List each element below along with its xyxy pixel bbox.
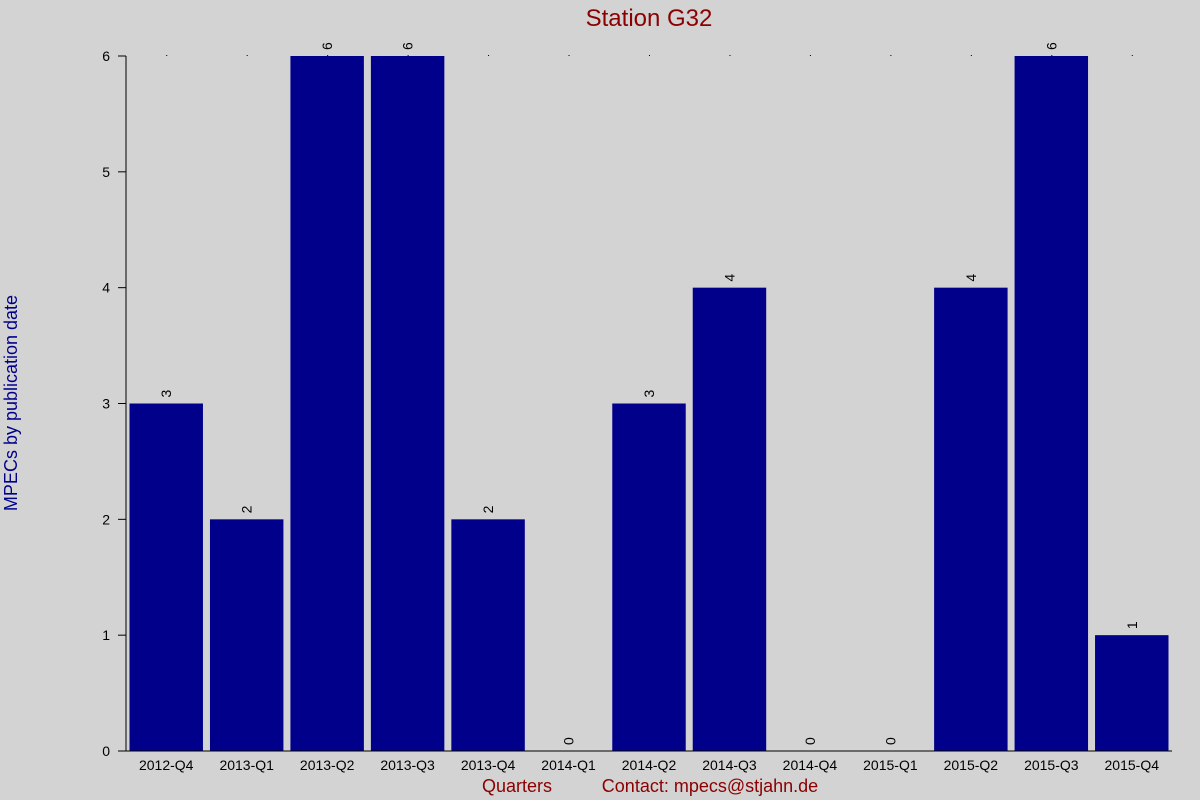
y-tick-label-4: 4 xyxy=(102,280,110,296)
value-label-2013-Q3: 6 xyxy=(400,42,416,50)
top-tick-2014-Q3 xyxy=(729,55,731,56)
top-tick-2013-Q4 xyxy=(488,55,490,56)
value-label-2015-Q3: 6 xyxy=(1043,42,1059,50)
y-tick-label-6: 6 xyxy=(102,48,110,64)
contact-text: Contact: mpecs@stjahn.de xyxy=(602,776,818,796)
top-tick-2014-Q1 xyxy=(568,55,570,56)
x-tick-label-2014-Q1: 2014-Q1 xyxy=(541,757,596,773)
x-tick-label-2013-Q3: 2013-Q3 xyxy=(380,757,435,773)
top-tick-2015-Q3 xyxy=(1051,55,1053,56)
x-tick-label-2014-Q2: 2014-Q2 xyxy=(622,757,677,773)
y-tick-label-5: 5 xyxy=(102,164,110,180)
top-tick-2013-Q2 xyxy=(327,55,329,56)
y-tick-label-1: 1 xyxy=(102,627,110,643)
bar-2015-Q2 xyxy=(934,287,1008,751)
x-tick-label-2013-Q1: 2013-Q1 xyxy=(219,757,274,773)
x-axis-label: Quarters xyxy=(482,776,552,796)
bar-2013-Q4 xyxy=(451,519,525,751)
x-tick-label-2012-Q4: 2012-Q4 xyxy=(139,757,194,773)
bars-group: 3 2 6 6 2 0 3 4 0 0 4 6 1 xyxy=(129,42,1169,751)
value-label-2014-Q3: 4 xyxy=(721,274,737,282)
bar-2013-Q3 xyxy=(370,56,445,751)
top-tick-2015-Q2 xyxy=(970,55,972,56)
bar-2014-Q2 xyxy=(612,403,686,751)
value-label-2014-Q4: 0 xyxy=(802,737,818,745)
x-tick-label-2015-Q3: 2015-Q3 xyxy=(1024,757,1079,773)
x-tick-label-2015-Q1: 2015-Q1 xyxy=(863,757,918,773)
bar-2012-Q4 xyxy=(129,403,203,751)
value-label-2013-Q2: 6 xyxy=(319,42,335,50)
bar-2014-Q3 xyxy=(692,287,767,751)
chart-title: Station G32 xyxy=(586,5,713,32)
x-tick-label-2014-Q3: 2014-Q3 xyxy=(702,757,757,773)
y-axis-label: MPECs by publication date xyxy=(1,295,21,511)
x-tick-label-2013-Q4: 2013-Q4 xyxy=(461,757,516,773)
top-tick-2014-Q2 xyxy=(649,55,650,56)
value-label-2015-Q4: 1 xyxy=(1124,621,1140,629)
x-tick-label-2013-Q2: 2013-Q2 xyxy=(300,757,355,773)
x-tick-label-2015-Q4: 2015-Q4 xyxy=(1105,757,1160,773)
bar-2015-Q4 xyxy=(1095,635,1169,751)
top-tick-2013-Q1 xyxy=(246,55,248,56)
y-tick-label-0: 0 xyxy=(102,743,110,759)
value-label-2013-Q1: 2 xyxy=(239,505,255,513)
top-tick-2015-Q4 xyxy=(1131,55,1133,56)
value-label-2015-Q1: 0 xyxy=(882,737,898,745)
value-label-2014-Q1: 0 xyxy=(561,737,577,745)
bar-2015-Q3 xyxy=(1014,56,1089,751)
value-label-2014-Q2: 3 xyxy=(641,390,657,398)
axes-group: 2012-Q4 2013-Q1 2013-Q2 2013-Q3 2013-Q4 2014-… xyxy=(102,48,1172,773)
top-tick-2015-Q1 xyxy=(890,55,892,56)
value-label-2012-Q4: 3 xyxy=(158,390,174,398)
y-tick-label-3: 3 xyxy=(102,396,110,412)
y-tick-label-2: 2 xyxy=(102,511,110,527)
bar-2013-Q2 xyxy=(290,56,364,751)
top-tick-2013-Q3 xyxy=(407,55,409,56)
top-tick-2012-Q4 xyxy=(166,55,168,56)
value-label-2015-Q2: 4 xyxy=(963,274,979,282)
bar-2013-Q1 xyxy=(209,519,284,751)
x-tick-label-2015-Q2: 2015-Q2 xyxy=(944,757,999,773)
x-tick-label-2014-Q4: 2014-Q4 xyxy=(783,757,838,773)
top-tick-2014-Q4 xyxy=(809,55,811,56)
value-label-2013-Q4: 2 xyxy=(480,505,496,513)
